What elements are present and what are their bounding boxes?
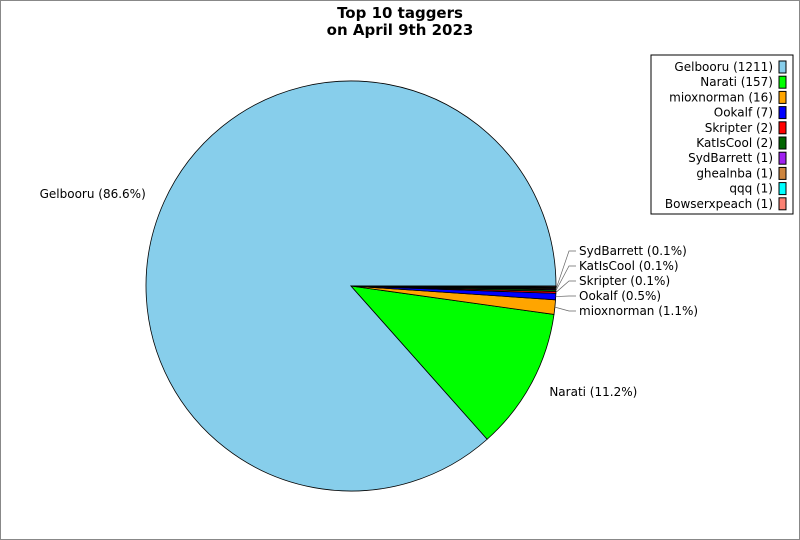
legend-swatch <box>778 75 787 89</box>
label-leader-line <box>554 306 576 312</box>
legend-swatch <box>778 106 787 120</box>
pie-slice-bowserxpeach <box>350 285 557 288</box>
slice-label: SydBarrett (0.1%) <box>579 244 687 258</box>
legend-swatch <box>778 121 787 135</box>
legend-label: qqq (1) <box>729 182 773 196</box>
legend-swatch <box>778 151 787 165</box>
legend-box <box>650 54 794 215</box>
legend-label: Narati (157) <box>700 75 773 89</box>
legend-swatch <box>778 166 787 180</box>
chart-title-line-2: on April 9th 2023 <box>327 21 474 39</box>
label-leader-line <box>555 250 576 290</box>
slice-label: Gelbooru (86.6%) <box>40 187 146 201</box>
slice-label: Ookalf (0.5%) <box>579 289 661 303</box>
legend-swatch <box>778 90 787 104</box>
pie-slice-narati <box>349 285 555 440</box>
legend-label: KatIsCool (2) <box>696 136 773 150</box>
chart-title-line-1: Top 10 taggers <box>337 4 463 22</box>
legend: Gelbooru (1211)Narati (157)mioxnorman (1… <box>650 54 794 215</box>
label-leader-line <box>555 280 576 293</box>
slice-label: Skripter (0.1%) <box>579 274 670 288</box>
legend-swatch <box>778 182 787 196</box>
slice-label: KatIsCool (0.1%) <box>579 259 679 273</box>
legend-swatch <box>778 136 787 150</box>
legend-label: mioxnorman (16) <box>669 90 773 104</box>
slice-label: Narati (11.2%) <box>549 385 637 399</box>
slice-label: mioxnorman (1.1%) <box>579 304 698 318</box>
legend-label: SydBarrett (1) <box>688 151 773 165</box>
legend-swatch <box>778 197 787 211</box>
legend-label: ghealnba (1) <box>696 166 773 180</box>
legend-label: Skripter (2) <box>705 121 773 135</box>
legend-label: Gelbooru (1211) <box>674 60 773 74</box>
label-leader-line <box>555 265 576 291</box>
legend-swatch <box>778 60 787 74</box>
legend-label: Bowserxpeach (1) <box>665 197 773 211</box>
legend-label: Ookalf (7) <box>714 106 773 120</box>
label-leader-line <box>555 295 576 297</box>
